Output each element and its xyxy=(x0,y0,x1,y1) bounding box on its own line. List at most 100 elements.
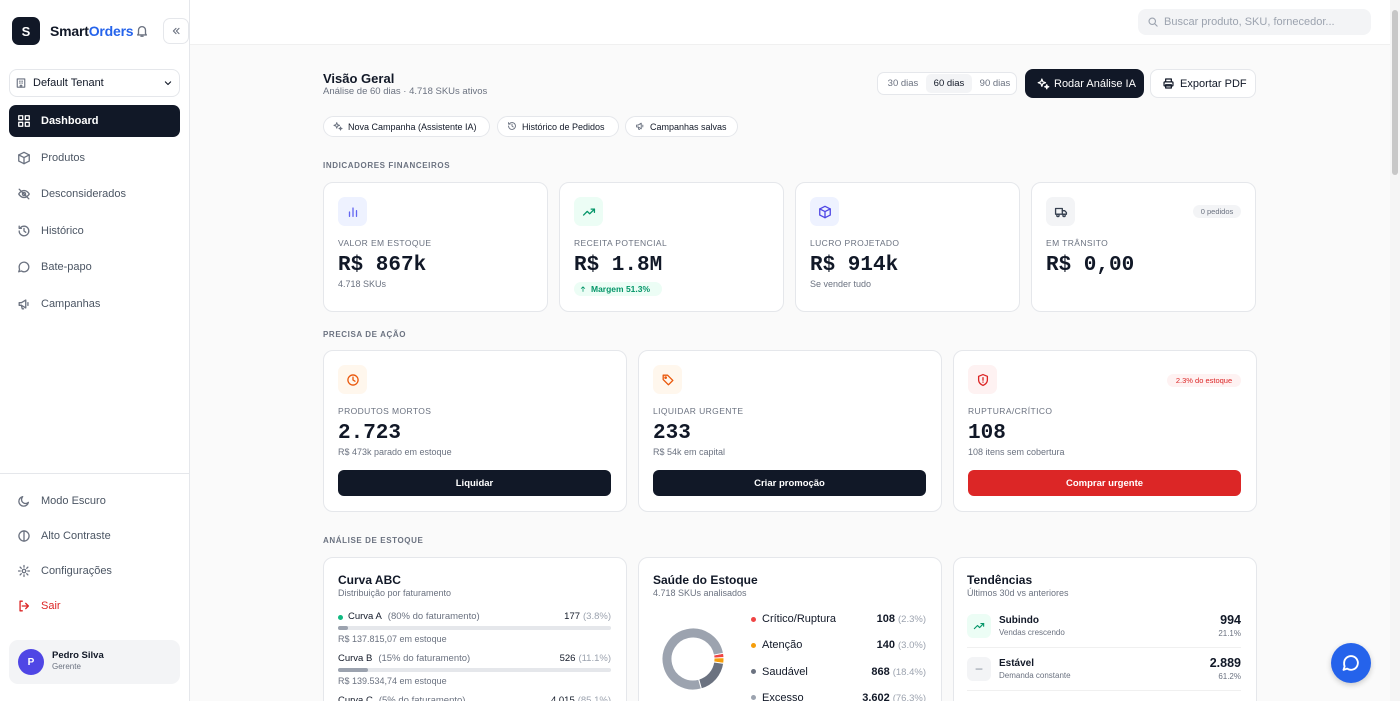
action-label: RUPTURA/CRÍTICO xyxy=(968,405,1053,416)
health-count: 108 xyxy=(876,613,896,625)
action-icon xyxy=(968,365,997,394)
notifications-button[interactable] xyxy=(134,23,150,39)
trend-icon xyxy=(967,614,991,638)
action-icon xyxy=(653,365,682,394)
icon xyxy=(582,207,595,216)
abc-stock: R$ 139.534,74 em estoque xyxy=(338,676,447,686)
icon xyxy=(18,495,30,507)
trend-value: 994 xyxy=(1220,613,1241,627)
action-tag-text: 2.3% do estoque xyxy=(1175,375,1233,385)
kpi-label: LUCRO PROJETADO xyxy=(810,237,900,248)
trend-name: Estável xyxy=(999,657,1035,669)
tenant-name: Default Tenant xyxy=(33,77,104,89)
action-button[interactable]: Criar promoção xyxy=(653,470,926,496)
period-button[interactable]: 60 dias xyxy=(933,78,965,89)
nav-item[interactable] xyxy=(9,215,180,247)
icon xyxy=(580,286,586,292)
abc-share: (11.1%) xyxy=(578,653,611,664)
health-value: 140 (3.0%) xyxy=(877,638,926,653)
abc-dot xyxy=(338,614,343,620)
export-button[interactable] xyxy=(1150,69,1256,98)
legend-dot xyxy=(751,642,756,648)
run-ai-icon xyxy=(1036,76,1050,90)
nav-item[interactable] xyxy=(9,142,180,174)
quick-link-label: Histórico de Pedidos xyxy=(522,121,605,132)
sidebar-divider xyxy=(0,473,189,474)
health-pct: (3.0%) xyxy=(898,640,926,652)
action-label: PRODUTOS MORTOS xyxy=(338,405,432,416)
nav-item[interactable] xyxy=(9,251,180,283)
nav-label: Dashboard xyxy=(41,115,99,127)
abc-row-count: 526 (11.1%) xyxy=(560,653,611,665)
scrollbar-thumb xyxy=(1392,10,1398,175)
tenant-select[interactable] xyxy=(9,69,180,97)
abc-row-count: 177 (3.8%) xyxy=(564,611,611,623)
nav-icon xyxy=(17,297,31,311)
export-label: Exportar PDF xyxy=(1180,77,1247,90)
icon xyxy=(346,373,359,386)
page-subtitle: Análise de 60 dias · 4.718 SKUs ativos xyxy=(323,86,488,97)
donut-chart xyxy=(661,627,725,691)
page-title: Visão Geral xyxy=(323,70,395,86)
icon xyxy=(973,622,985,630)
abc-share: (85.1%) xyxy=(577,695,611,701)
health-pct: (18.4%) xyxy=(892,666,926,678)
quick-link[interactable] xyxy=(625,116,738,137)
period-button[interactable]: 30 dias xyxy=(887,78,919,89)
icon xyxy=(18,298,29,309)
period-button[interactable]: 90 dias xyxy=(979,78,1011,89)
run-ai-button[interactable] xyxy=(1025,69,1144,98)
section-heading: PRECISA DE AÇÃO xyxy=(323,330,407,339)
quick-link[interactable] xyxy=(323,116,490,137)
icon xyxy=(164,81,172,86)
donut-segment xyxy=(661,627,725,691)
collapse-button[interactable] xyxy=(163,18,189,44)
card-title: Curva ABC xyxy=(338,573,401,587)
card-subtitle: Últimos 30d vs anteriores xyxy=(967,588,1069,598)
abc-count: 526 xyxy=(559,653,576,664)
kpi-icon xyxy=(574,197,603,226)
tenant-icon xyxy=(14,76,28,90)
action-note: R$ 54k em capital xyxy=(653,447,726,457)
kpi-icon xyxy=(1046,197,1075,226)
settings-label: Configurações xyxy=(41,565,112,577)
nav-item[interactable] xyxy=(9,105,180,137)
trend-desc: Vendas crescendo xyxy=(999,628,1065,637)
settings-label: Sair xyxy=(41,600,61,612)
nav-icon xyxy=(17,151,31,165)
kpi-icon xyxy=(338,197,367,226)
trend-divider xyxy=(967,647,1241,648)
icon xyxy=(172,27,180,35)
action-tag xyxy=(1167,374,1241,387)
trend-pct: 61.2% xyxy=(1218,672,1241,681)
quick-link-icon xyxy=(634,120,646,132)
trend-name: Subindo xyxy=(999,614,1039,626)
action-button[interactable]: Comprar urgente xyxy=(968,470,1241,496)
settings-item[interactable] xyxy=(9,591,180,621)
icon xyxy=(1037,77,1049,89)
chat-button[interactable] xyxy=(1331,643,1371,683)
icon xyxy=(18,530,30,542)
quick-link[interactable] xyxy=(497,116,619,137)
card-title: Tendências xyxy=(967,573,1033,587)
health-label: Excesso xyxy=(762,691,804,701)
search-box[interactable] xyxy=(1138,9,1371,35)
settings-label: Modo Escuro xyxy=(41,495,106,507)
brand: SmartOrders xyxy=(50,22,134,40)
abc-count: 4.015 xyxy=(550,695,575,701)
abc-bar xyxy=(338,626,349,630)
search-placeholder: Buscar produto, SKU, fornecedor... xyxy=(1164,16,1335,28)
health-count: 868 xyxy=(871,665,890,678)
abc-stock: R$ 137.815,07 em estoque xyxy=(338,634,447,644)
abc-count: 177 xyxy=(564,611,581,622)
icon xyxy=(18,225,30,236)
kpi-badge-text: Margem 51.3% xyxy=(591,283,651,294)
action-button[interactable]: Liquidar xyxy=(338,470,611,496)
legend-dot xyxy=(751,669,756,675)
export-icon xyxy=(1161,76,1175,90)
period-active xyxy=(926,74,972,93)
action-value: 108 xyxy=(968,421,1006,445)
nav-label: Produtos xyxy=(41,151,86,164)
